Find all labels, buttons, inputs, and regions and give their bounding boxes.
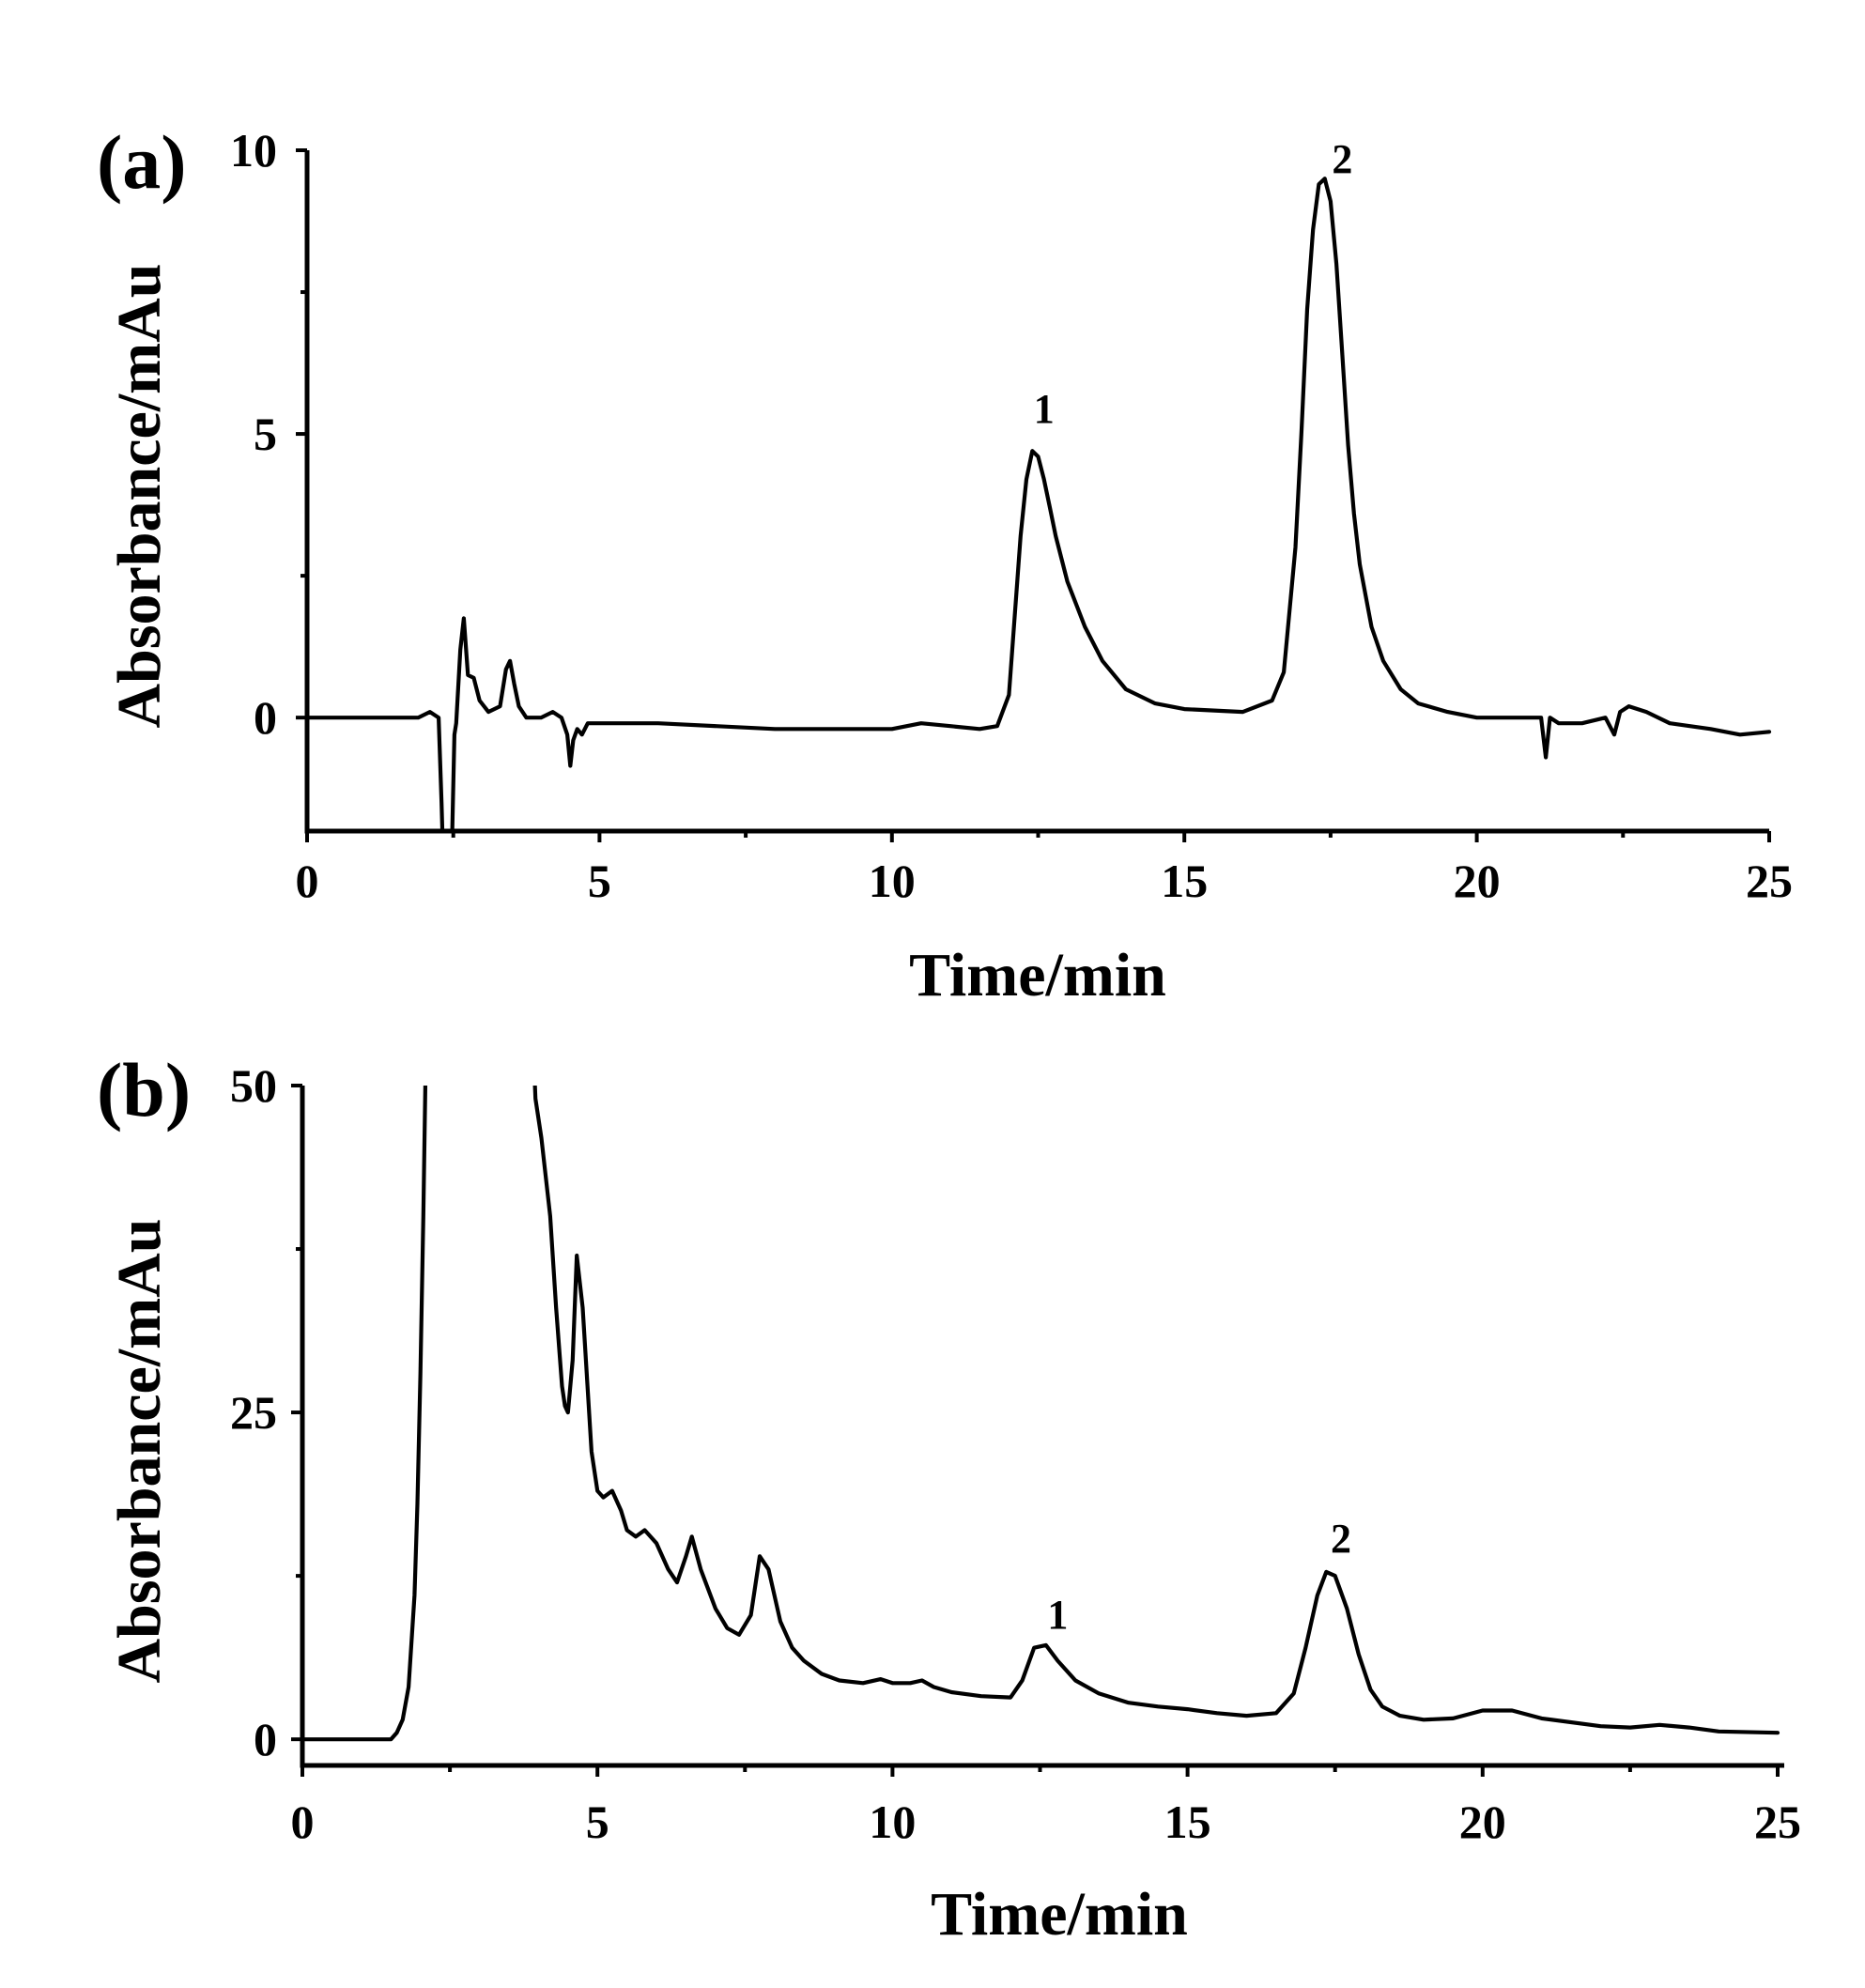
panel-b-x-tick-label: 10 — [869, 1795, 916, 1848]
panel-a-trace — [307, 177, 1772, 831]
panel-b-ticks: 0 5 10 15 20 25 0 25 50 — [230, 1059, 1801, 1848]
panel-b-y-axis-title: Absorbance/mAu — [105, 1218, 174, 1683]
panel-b-peak-label-1: 1 — [1047, 1592, 1068, 1638]
panel-a-y-tick-label: 0 — [254, 691, 277, 744]
panel-a-x-tick-label: 0 — [296, 855, 319, 907]
panel-a-peak-label-2: 2 — [1332, 136, 1352, 182]
panel-b-x-tick-label: 20 — [1459, 1795, 1506, 1848]
panel-b-peak-labels: 12 — [1047, 1516, 1351, 1638]
panel-a-y-axis-title: Absorbance/mAu — [105, 263, 174, 728]
panel-a-x-axis-title: Time/min — [909, 941, 1166, 1009]
panel-b-x-axis-title: Time/min — [931, 1880, 1188, 1949]
panel-a-axes — [304, 150, 1769, 834]
panel-a-x-tick-label: 5 — [588, 855, 611, 907]
panel-a-peak-label-1: 1 — [1034, 386, 1055, 432]
panel-a-x-tick-label: 10 — [869, 855, 916, 907]
panel-b-label: (b) — [97, 1047, 191, 1133]
panel-a: (a) 0 5 10 15 20 25 0 5 10 Time/min Absorbance/m… — [97, 119, 1793, 1009]
panel-a-x-tick-label: 15 — [1161, 855, 1208, 907]
panel-b-x-tick-label: 15 — [1164, 1795, 1211, 1848]
panel-b-trace — [302, 1086, 1780, 1742]
panel-b: (b) 0 5 10 15 20 25 0 25 50 Time/min Absorbance/… — [97, 1047, 1801, 1949]
panel-b-x-tick-label: 5 — [586, 1795, 609, 1848]
panel-a-ticks: 0 5 10 15 20 25 0 5 10 — [230, 124, 1793, 907]
panel-a-peak-labels: 12 — [1034, 136, 1353, 432]
panel-b-x-tick-label: 25 — [1754, 1795, 1801, 1848]
panel-b-x-tick-label: 0 — [291, 1795, 315, 1848]
panel-b-y-tick-label: 50 — [230, 1059, 277, 1112]
panel-a-y-tick-label: 10 — [230, 124, 277, 177]
panel-b-axes — [300, 1086, 1784, 1768]
panel-b-y-tick-label: 25 — [230, 1386, 277, 1439]
panel-a-x-tick-label: 25 — [1746, 855, 1793, 907]
panel-b-y-tick-label: 0 — [254, 1713, 277, 1765]
panel-a-label: (a) — [97, 119, 187, 205]
panel-a-x-tick-label: 20 — [1454, 855, 1501, 907]
panel-a-y-tick-label: 5 — [254, 408, 277, 460]
panel-b-peak-label-2: 2 — [1331, 1516, 1351, 1562]
